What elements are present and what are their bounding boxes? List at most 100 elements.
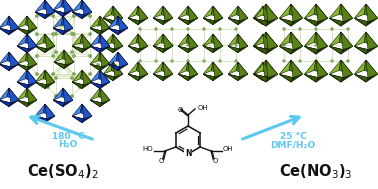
Polygon shape	[100, 88, 110, 103]
Circle shape	[139, 44, 141, 46]
Polygon shape	[54, 62, 66, 69]
Polygon shape	[279, 74, 293, 82]
Polygon shape	[27, 100, 37, 107]
Circle shape	[315, 60, 317, 62]
Polygon shape	[17, 82, 29, 89]
Polygon shape	[289, 32, 303, 46]
Circle shape	[235, 60, 237, 62]
Polygon shape	[354, 74, 368, 82]
Polygon shape	[72, 0, 82, 12]
Polygon shape	[35, 12, 46, 19]
Polygon shape	[188, 18, 198, 25]
Polygon shape	[103, 46, 115, 53]
Polygon shape	[0, 100, 11, 107]
Polygon shape	[236, 34, 248, 46]
Polygon shape	[264, 60, 278, 74]
Polygon shape	[61, 88, 73, 100]
Circle shape	[36, 73, 38, 75]
Polygon shape	[113, 74, 123, 81]
Polygon shape	[27, 28, 37, 35]
Polygon shape	[98, 70, 110, 82]
Polygon shape	[163, 34, 173, 49]
Circle shape	[71, 77, 73, 79]
Polygon shape	[264, 32, 278, 46]
Polygon shape	[279, 18, 293, 26]
Polygon shape	[329, 60, 341, 74]
Polygon shape	[354, 46, 368, 54]
Polygon shape	[17, 46, 29, 53]
Text: HO: HO	[142, 146, 153, 152]
Text: O: O	[158, 158, 164, 164]
Circle shape	[89, 73, 91, 75]
Polygon shape	[103, 34, 113, 46]
Polygon shape	[17, 52, 27, 64]
Polygon shape	[82, 0, 92, 15]
Polygon shape	[35, 104, 45, 116]
Polygon shape	[9, 28, 19, 35]
Polygon shape	[100, 46, 110, 53]
Polygon shape	[103, 74, 115, 81]
Circle shape	[315, 28, 317, 30]
Polygon shape	[100, 52, 110, 67]
Polygon shape	[27, 64, 37, 71]
Polygon shape	[54, 62, 66, 69]
Circle shape	[331, 44, 333, 46]
Circle shape	[79, 42, 81, 44]
Polygon shape	[64, 62, 74, 69]
Polygon shape	[203, 6, 213, 18]
Polygon shape	[128, 62, 138, 74]
Polygon shape	[254, 74, 268, 82]
Polygon shape	[53, 88, 63, 100]
Polygon shape	[82, 34, 92, 49]
Polygon shape	[138, 6, 148, 21]
Polygon shape	[53, 10, 65, 17]
Circle shape	[155, 44, 157, 46]
Circle shape	[139, 60, 141, 62]
Polygon shape	[291, 4, 303, 22]
Polygon shape	[43, 104, 55, 116]
Polygon shape	[43, 34, 55, 46]
Polygon shape	[279, 46, 293, 54]
Text: DMF/H₂O: DMF/H₂O	[270, 140, 316, 149]
Polygon shape	[103, 6, 113, 18]
Polygon shape	[138, 34, 148, 49]
Circle shape	[79, 86, 81, 88]
Polygon shape	[7, 52, 19, 64]
Circle shape	[60, 64, 62, 66]
Circle shape	[89, 55, 91, 57]
Circle shape	[187, 44, 189, 46]
Polygon shape	[161, 6, 173, 18]
Polygon shape	[17, 28, 29, 35]
Polygon shape	[253, 46, 265, 53]
Polygon shape	[17, 64, 29, 71]
Polygon shape	[228, 46, 240, 53]
Polygon shape	[103, 18, 115, 25]
Polygon shape	[0, 52, 9, 64]
Polygon shape	[72, 116, 84, 123]
Polygon shape	[113, 34, 123, 49]
Polygon shape	[17, 46, 29, 53]
Polygon shape	[45, 82, 55, 89]
Polygon shape	[236, 6, 248, 18]
Polygon shape	[27, 16, 37, 31]
Polygon shape	[366, 32, 378, 50]
Polygon shape	[53, 10, 65, 17]
Polygon shape	[90, 82, 102, 89]
Polygon shape	[27, 52, 37, 67]
Polygon shape	[100, 64, 110, 71]
Polygon shape	[153, 74, 165, 81]
Polygon shape	[35, 46, 46, 53]
Circle shape	[331, 28, 333, 30]
Polygon shape	[25, 34, 37, 46]
Polygon shape	[100, 16, 110, 31]
Circle shape	[89, 33, 91, 35]
Polygon shape	[263, 34, 273, 49]
Polygon shape	[316, 4, 328, 22]
Polygon shape	[45, 34, 55, 49]
Polygon shape	[291, 18, 303, 26]
Circle shape	[283, 44, 285, 46]
Text: OH: OH	[198, 105, 209, 111]
Polygon shape	[354, 18, 368, 26]
Circle shape	[36, 55, 38, 57]
Circle shape	[171, 44, 173, 46]
